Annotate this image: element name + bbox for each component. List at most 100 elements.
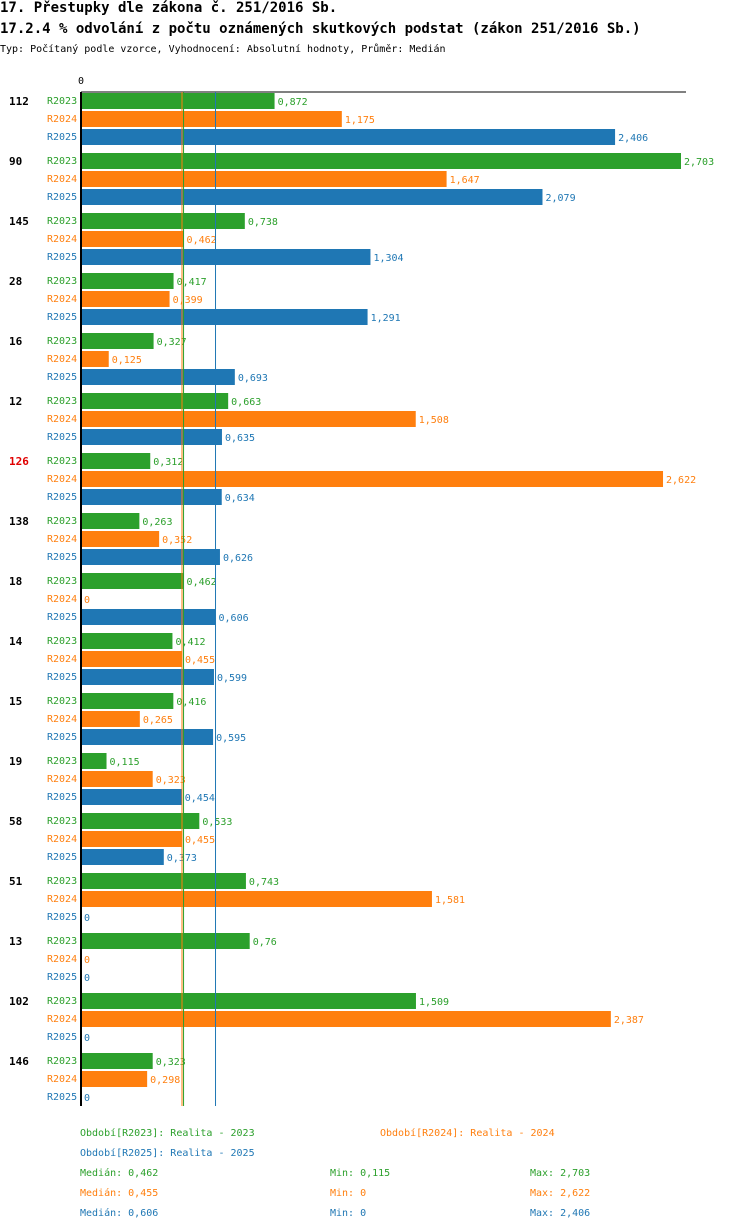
data-label: 0,352 <box>162 535 192 546</box>
data-label: 0,323 <box>156 1057 186 1068</box>
data-label: 0,327 <box>157 337 187 348</box>
data-label: 0,693 <box>238 373 268 384</box>
bar <box>81 393 229 409</box>
bar <box>81 849 164 865</box>
series-label: R2023 <box>47 576 77 587</box>
bar <box>81 513 140 529</box>
data-label: 0,115 <box>110 757 140 768</box>
series-label: R2023 <box>47 156 77 167</box>
series-label: R2024 <box>47 714 77 725</box>
data-label: 0,743 <box>249 877 279 888</box>
min-r2024: Min: 0 <box>330 1188 367 1199</box>
category-label: 19 <box>9 755 22 768</box>
category-label: 145 <box>9 215 29 228</box>
max-r2024: Max: 2,622 <box>530 1188 591 1199</box>
series-label: R2023 <box>47 456 77 467</box>
series-label: R2023 <box>47 516 77 527</box>
data-label: 1,508 <box>419 415 449 426</box>
series-label: R2024 <box>47 534 77 545</box>
data-label: 2,406 <box>618 133 648 144</box>
series-label: R2024 <box>47 474 77 485</box>
data-label: 0,462 <box>187 577 217 588</box>
x-axis-zero-label: 0 <box>78 76 84 87</box>
bar <box>81 453 151 469</box>
median-r2025: Medián: 0,606 <box>80 1208 159 1219</box>
series-label: R2023 <box>47 336 77 347</box>
category-label: 138 <box>9 515 29 528</box>
series-label: R2024 <box>47 114 77 125</box>
data-label: 0,298 <box>150 1075 180 1086</box>
series-label: R2024 <box>47 894 77 905</box>
series-label: R2025 <box>47 372 77 383</box>
bar <box>81 309 368 325</box>
bar <box>81 669 214 685</box>
series-label: R2025 <box>47 552 77 563</box>
data-label: 0 <box>84 973 90 984</box>
chart-type-line: Typ: Počítaný podle vzorce, Vyhodnocení:… <box>0 44 446 55</box>
series-label: R2024 <box>47 774 77 785</box>
data-label: 0 <box>84 1093 90 1104</box>
bar <box>81 1071 148 1087</box>
bar <box>81 291 170 307</box>
series-label: R2023 <box>47 216 77 227</box>
bar <box>81 111 342 127</box>
bar <box>81 873 246 889</box>
data-label: 0,606 <box>219 613 249 624</box>
bar <box>81 231 184 247</box>
series-label: R2025 <box>47 192 77 203</box>
category-label: 15 <box>9 695 22 708</box>
min-r2023: Min: 0,115 <box>330 1168 391 1179</box>
bar <box>81 633 173 649</box>
data-label: 0,626 <box>223 553 253 564</box>
data-label: 0 <box>84 913 90 924</box>
series-label: R2023 <box>47 96 77 107</box>
bar <box>81 489 222 505</box>
series-label: R2025 <box>47 1032 77 1043</box>
bar <box>81 693 174 709</box>
bar <box>81 651 182 667</box>
bar <box>81 189 543 205</box>
bar <box>81 549 220 565</box>
series-label: R2024 <box>47 954 77 965</box>
series-label: R2023 <box>47 756 77 767</box>
category-label: 146 <box>9 1055 29 1068</box>
category-label: 51 <box>9 875 23 888</box>
series-label: R2024 <box>47 654 77 665</box>
category-label: 14 <box>9 635 23 648</box>
bar <box>81 273 174 289</box>
bar <box>81 93 275 109</box>
data-label: 0,399 <box>173 295 203 306</box>
data-label: 0,599 <box>217 673 247 684</box>
series-label: R2024 <box>47 294 77 305</box>
series-label: R2025 <box>47 732 77 743</box>
series-label: R2024 <box>47 414 77 425</box>
max-r2025: Max: 2,406 <box>530 1208 591 1219</box>
series-label: R2023 <box>47 276 77 287</box>
series-label: R2023 <box>47 876 77 887</box>
data-label: 0,595 <box>216 733 246 744</box>
bar <box>81 573 184 589</box>
bar <box>81 609 216 625</box>
bar <box>81 771 153 787</box>
series-label: R2023 <box>47 396 77 407</box>
legend-r2023: Období[R2023]: Realita - 2023 <box>80 1128 255 1139</box>
series-label: R2024 <box>47 834 77 845</box>
data-label: 0,323 <box>156 775 186 786</box>
series-label: R2024 <box>47 174 77 185</box>
series-label: R2023 <box>47 996 77 1007</box>
bar <box>81 369 235 385</box>
bar <box>81 351 109 367</box>
data-label: 2,622 <box>666 475 696 486</box>
series-label: R2024 <box>47 1074 77 1085</box>
data-label: 2,079 <box>545 193 575 204</box>
bar <box>81 711 140 727</box>
data-label: 0,454 <box>185 793 215 804</box>
series-label: R2023 <box>47 936 77 947</box>
data-label: 0,263 <box>142 517 172 528</box>
data-label: 0 <box>84 955 90 966</box>
bar <box>81 789 182 805</box>
category-label: 16 <box>9 335 23 348</box>
series-label: R2024 <box>47 234 77 245</box>
category-label: 58 <box>9 815 22 828</box>
